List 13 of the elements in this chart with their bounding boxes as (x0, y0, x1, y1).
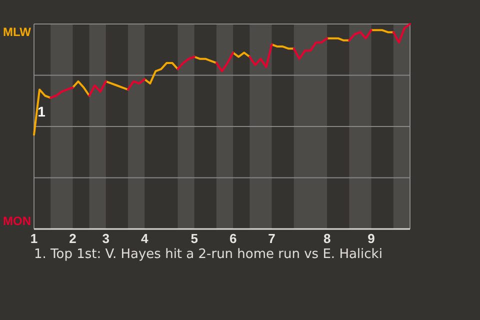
annotation: 1 (38, 104, 46, 120)
x-tick-label: 7 (268, 231, 276, 246)
x-tick-label: 6 (229, 231, 237, 246)
text: MLW (3, 25, 32, 39)
text: 1. Top 1st: V. Hayes hit a 2-run home run vs E. Halicki (34, 247, 382, 262)
x-tick-label: 3 (102, 231, 110, 246)
x-tick-label: 8 (323, 231, 331, 246)
x-tick-label: 1 (30, 231, 38, 246)
text: MON (3, 214, 31, 228)
x-tick-label: 4 (140, 231, 149, 246)
x-tick-label: 5 (190, 231, 198, 246)
x-tick-label: 9 (368, 231, 375, 246)
x-tick-label: 2 (69, 231, 76, 246)
